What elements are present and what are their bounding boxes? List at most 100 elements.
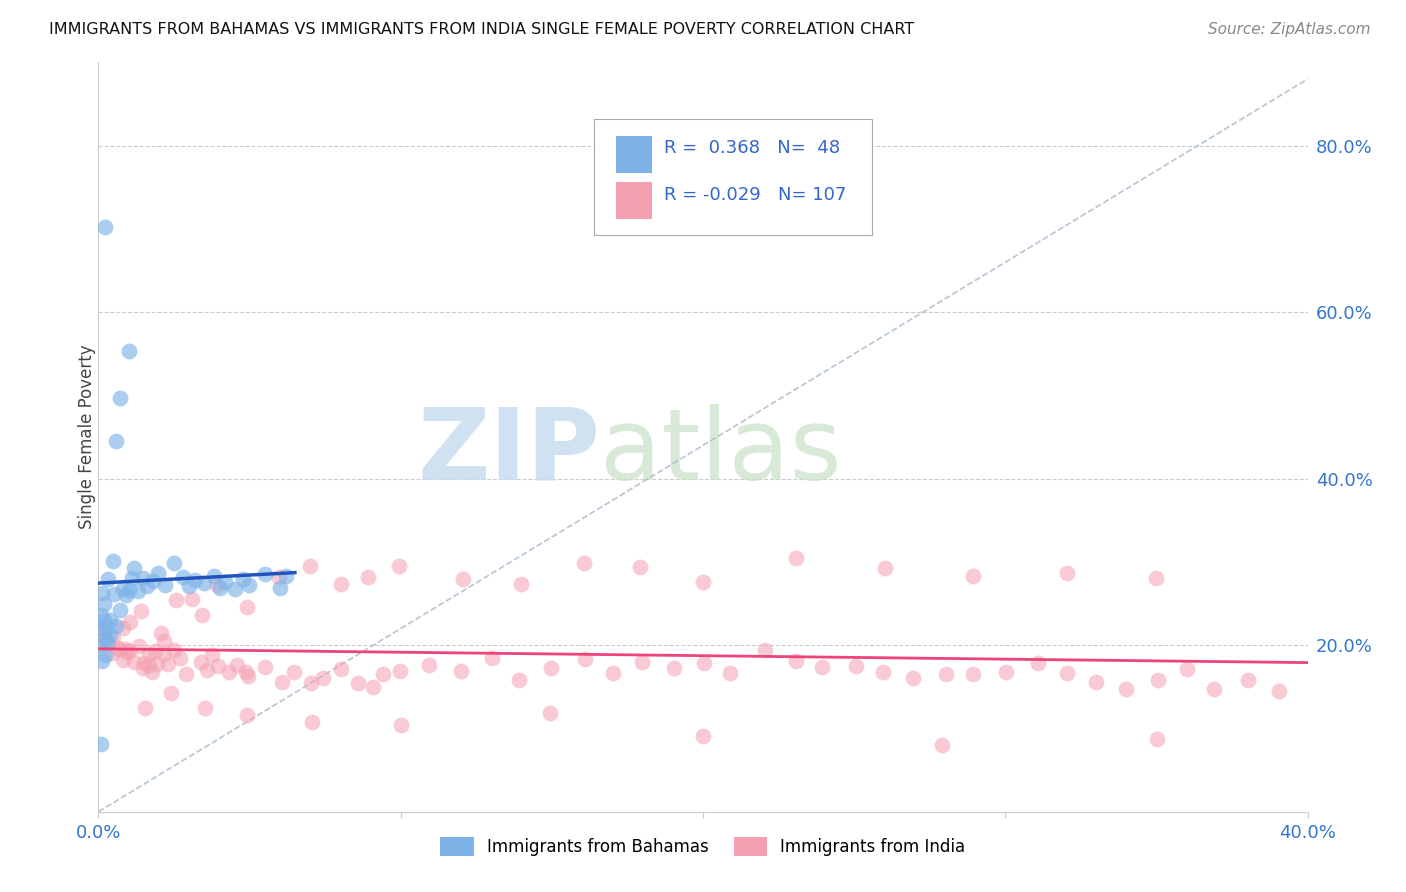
Point — [1056, 566, 1078, 581]
Point — [112, 621, 135, 635]
Legend: Immigrants from Bahamas, Immigrants from India: Immigrants from Bahamas, Immigrants from… — [440, 837, 966, 855]
Point — [90, 638, 112, 652]
Point — [165, 593, 187, 607]
Point — [720, 665, 742, 680]
Point — [115, 588, 138, 602]
Point — [510, 577, 533, 591]
Point — [94, 220, 117, 235]
Point — [90, 585, 112, 599]
Point — [142, 574, 165, 589]
Point — [872, 665, 894, 680]
Point — [150, 625, 173, 640]
Point — [148, 566, 170, 581]
Point — [962, 667, 984, 681]
Point — [1147, 673, 1170, 688]
Point — [269, 570, 291, 584]
Point — [418, 658, 440, 673]
Point — [602, 665, 624, 680]
Point — [572, 556, 595, 570]
Point — [232, 573, 254, 587]
Point — [202, 568, 225, 582]
Point — [124, 561, 146, 575]
Point — [371, 667, 394, 681]
Point — [120, 615, 142, 629]
Point — [450, 664, 472, 678]
Point — [692, 730, 714, 744]
Point — [312, 671, 335, 685]
Point — [811, 660, 834, 674]
Text: ZIP: ZIP — [418, 403, 600, 500]
Point — [138, 647, 160, 661]
Point — [94, 631, 117, 645]
Point — [143, 643, 166, 657]
Point — [160, 686, 183, 700]
Point — [93, 597, 115, 611]
Point — [253, 567, 276, 582]
Point — [180, 592, 202, 607]
Point — [1146, 732, 1168, 747]
Point — [1204, 681, 1226, 696]
Point — [191, 607, 214, 622]
Point — [157, 657, 180, 671]
Point — [195, 663, 218, 677]
Point — [301, 715, 323, 730]
Point — [357, 570, 380, 584]
Point — [1268, 684, 1291, 698]
Point — [481, 651, 503, 665]
Point — [103, 554, 125, 568]
Point — [111, 653, 134, 667]
Point — [194, 700, 217, 714]
Point — [1026, 656, 1049, 670]
Point — [962, 568, 984, 582]
Point — [96, 635, 118, 649]
Point — [93, 648, 115, 662]
Point — [169, 651, 191, 665]
Point — [628, 559, 651, 574]
Point — [270, 675, 292, 690]
Point — [108, 603, 131, 617]
Point — [207, 658, 229, 673]
Y-axis label: Single Female Poverty: Single Female Poverty — [79, 345, 96, 529]
Point — [1115, 681, 1137, 696]
Point — [132, 661, 155, 675]
Point — [236, 669, 259, 683]
Text: R =  0.368   N=  48: R = 0.368 N= 48 — [664, 139, 841, 157]
Point — [631, 656, 654, 670]
Point — [135, 579, 157, 593]
Point — [389, 664, 412, 678]
Point — [508, 673, 530, 687]
Point — [214, 575, 236, 590]
Point — [236, 600, 259, 615]
Point — [163, 557, 186, 571]
Point — [132, 571, 155, 585]
Point — [96, 620, 118, 634]
Point — [111, 582, 134, 597]
Point — [153, 634, 176, 648]
Point — [298, 559, 321, 574]
Point — [235, 708, 257, 723]
Point — [238, 578, 260, 592]
Point — [235, 665, 257, 680]
Point — [1175, 662, 1198, 676]
Point — [664, 661, 686, 675]
Point — [101, 630, 124, 644]
Point — [931, 738, 953, 752]
Point — [218, 665, 240, 680]
Point — [935, 666, 957, 681]
Point — [1084, 674, 1107, 689]
Point — [693, 656, 716, 670]
Point — [224, 582, 246, 596]
Point — [269, 581, 291, 595]
Point — [96, 636, 118, 650]
Point — [163, 643, 186, 657]
Point — [190, 655, 212, 669]
Point — [329, 577, 352, 591]
FancyBboxPatch shape — [616, 182, 652, 219]
Point — [845, 658, 868, 673]
Point — [1144, 571, 1167, 585]
Point — [146, 657, 169, 672]
Point — [225, 658, 247, 673]
Point — [1236, 673, 1258, 687]
Point — [172, 570, 194, 584]
Text: atlas: atlas — [600, 403, 842, 500]
